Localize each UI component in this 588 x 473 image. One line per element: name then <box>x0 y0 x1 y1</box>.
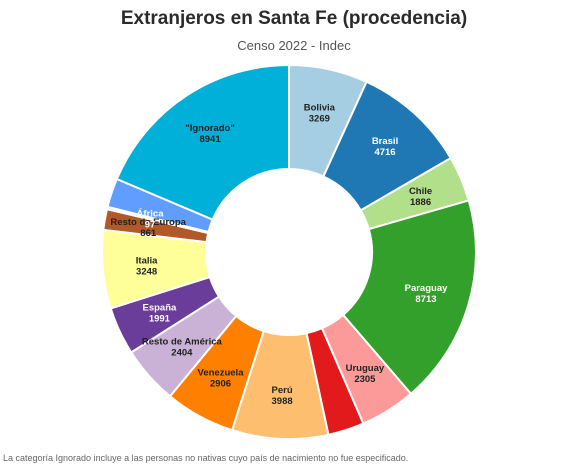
slice-label-bolivia: Bolivia 3269 <box>304 102 336 124</box>
slice-label-resto-de-america: Resto de América 2404 <box>142 337 223 359</box>
chart-footnote: La categoría Ignorado incluye a las pers… <box>3 453 409 463</box>
slice-paraguay[interactable] <box>341 199 477 396</box>
slice-label-espana: España 1991 <box>143 302 178 324</box>
slice-label-resto-de-europa: Resto de Europa 861 <box>110 217 186 239</box>
chart-title: Extranjeros en Santa Fe (procedencia) <box>120 8 468 29</box>
slice-label-uruguay: Uruguay 2305 <box>346 363 385 385</box>
slice-label-paraguay: Paraguay 8713 <box>405 283 448 305</box>
chart-subtitle: Censo 2022 - Indec <box>237 38 351 53</box>
slice-label-ignorado: "Ignorado" 8941 <box>185 123 235 145</box>
slice-label-brasil: Brasil 4716 <box>372 136 398 158</box>
slice-label-peru: Perú 3988 <box>272 385 293 407</box>
slice-label-chile: Chile 1886 <box>409 186 432 208</box>
slice-ignorado[interactable] <box>115 63 290 221</box>
slice-label-venezuela: Venezuela 2906 <box>198 368 245 390</box>
slice-label-italia: Italia 3248 <box>136 255 158 277</box>
slice-label-africa: África 97 <box>137 208 165 230</box>
